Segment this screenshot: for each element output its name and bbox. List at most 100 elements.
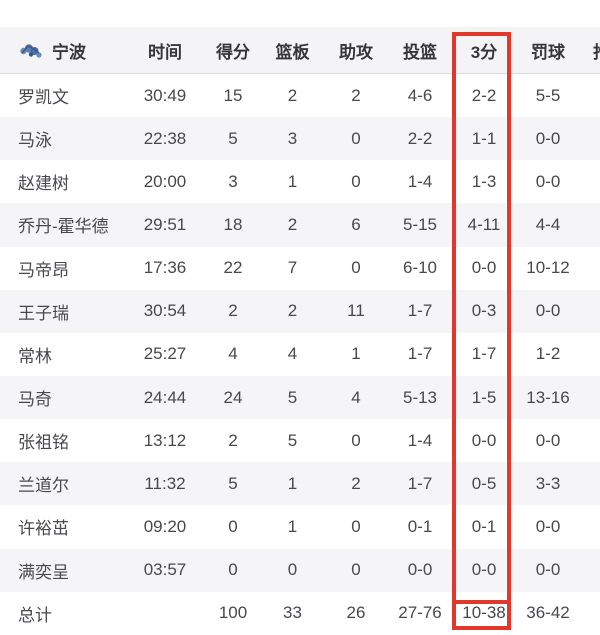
cell-ft: 1-2 bbox=[535, 344, 561, 364]
column-header-assists: 助攻 bbox=[339, 42, 373, 62]
cell-assists: 26 bbox=[346, 603, 366, 623]
player-row[interactable]: 马帝昂 17:36 22 7 0 6-10 0-0 10-12 bbox=[0, 246, 600, 290]
cell-rebounds: 4 bbox=[287, 344, 298, 364]
cell-fg: 1-4 bbox=[407, 171, 433, 191]
cell-three: 0-0 bbox=[471, 560, 497, 580]
player-row[interactable]: 马泳 22:38 5 3 0 2-2 1-1 0-0 bbox=[0, 117, 600, 161]
cell-ft: 3-3 bbox=[535, 473, 561, 493]
cell-assists: 2 bbox=[351, 85, 361, 105]
column-header-three: 3分 bbox=[470, 42, 498, 62]
cell-time: 22:38 bbox=[143, 128, 187, 148]
cell-ft: 0-0 bbox=[535, 560, 561, 580]
cell-points: 5 bbox=[228, 128, 238, 148]
cell-fg: 0-1 bbox=[407, 516, 433, 536]
player-row[interactable]: 马奇 24:44 24 5 4 5-13 1-5 13-16 bbox=[0, 375, 600, 420]
cell-points: 5 bbox=[228, 473, 238, 493]
cell-ft: 0-0 bbox=[535, 430, 561, 450]
cell-three: 1-3 bbox=[471, 171, 497, 191]
player-row[interactable]: 乔丹-霍华德 29:51 18 2 6 5-15 4-11 4-4 bbox=[0, 203, 600, 247]
player-name: 许裕茁 bbox=[18, 519, 69, 539]
cell-ft: 0-0 bbox=[535, 128, 561, 148]
column-header-fg: 投篮 bbox=[403, 42, 437, 62]
cell-time: 13:12 bbox=[143, 430, 187, 450]
cell-points: 15 bbox=[223, 85, 243, 105]
player-name: 满奕呈 bbox=[18, 562, 69, 582]
column-header-ft: 罚球 bbox=[531, 42, 565, 62]
cell-points: 0 bbox=[228, 516, 238, 536]
cell-three: 0-1 bbox=[471, 516, 497, 536]
cell-three: 4-11 bbox=[467, 214, 501, 234]
cell-ft: 13-16 bbox=[526, 387, 570, 407]
team-header-cell: 宁波 bbox=[0, 38, 125, 63]
cell-ft: 0-0 bbox=[535, 171, 561, 191]
cell-fg: 5-15 bbox=[402, 214, 438, 234]
cell-assists: 0 bbox=[351, 171, 361, 191]
cell-points: 2 bbox=[228, 430, 238, 450]
cell-ft: 0-0 bbox=[535, 301, 561, 321]
cell-points: 18 bbox=[223, 214, 243, 234]
stats-table: 宁波 时间得分篮板助攻投篮3分罚球抢断 罗凯文30:4915224-62-25-… bbox=[0, 27, 600, 635]
cell-ft: 0-0 bbox=[535, 516, 561, 536]
cell-assists: 1 bbox=[351, 344, 361, 364]
team-name: 宁波 bbox=[52, 42, 86, 62]
player-row[interactable]: 罗凯文 30:49 15 2 2 4-6 2-2 5-5 bbox=[0, 74, 600, 118]
cell-assists: 4 bbox=[351, 387, 361, 407]
cell-points: 22 bbox=[223, 258, 243, 278]
cell-assists: 0 bbox=[351, 430, 361, 450]
cell-points: 4 bbox=[228, 344, 238, 364]
cell-time: 03:57 bbox=[143, 560, 187, 580]
cell-points: 2 bbox=[228, 301, 238, 321]
player-row[interactable]: 许裕茁 09:20 0 1 0 0-1 0-1 0-0 bbox=[0, 505, 600, 549]
cell-three: 1-7 bbox=[471, 344, 497, 364]
cell-rebounds: 7 bbox=[287, 258, 298, 278]
cell-points: 24 bbox=[223, 387, 243, 407]
player-row[interactable]: 张祖铭 13:12 2 5 0 1-4 0-0 0-0 bbox=[0, 419, 600, 463]
cell-points: 100 bbox=[218, 603, 248, 623]
player-name: 赵建树 bbox=[18, 174, 69, 194]
cell-points: 3 bbox=[228, 171, 238, 191]
cell-rebounds: 1 bbox=[287, 473, 298, 493]
column-header-points: 得分 bbox=[216, 42, 250, 62]
player-name: 马奇 bbox=[18, 390, 52, 410]
cell-rebounds: 2 bbox=[287, 214, 298, 234]
cell-time: 25:27 bbox=[143, 344, 187, 364]
cell-rebounds: 2 bbox=[287, 301, 298, 321]
player-name: 马帝昂 bbox=[18, 260, 69, 280]
cell-fg: 4-6 bbox=[407, 85, 433, 105]
player-row[interactable]: 满奕呈 03:57 0 0 0 0-0 0-0 0-0 bbox=[0, 548, 600, 592]
cell-rebounds: 1 bbox=[287, 516, 298, 536]
player-name: 张祖铭 bbox=[18, 433, 69, 453]
player-name: 罗凯文 bbox=[18, 88, 69, 108]
cell-points: 0 bbox=[228, 560, 238, 580]
cell-rebounds: 5 bbox=[287, 430, 298, 450]
cell-fg: 6-10 bbox=[402, 258, 438, 278]
column-header-time: 时间 bbox=[148, 42, 182, 62]
cell-rebounds: 3 bbox=[287, 128, 298, 148]
cell-assists: 11 bbox=[347, 301, 365, 321]
player-name: 王子瑞 bbox=[18, 303, 69, 323]
cell-fg: 2-2 bbox=[407, 128, 433, 148]
cell-fg: 0-0 bbox=[407, 560, 433, 580]
cell-time: 11:32 bbox=[144, 473, 186, 493]
player-row[interactable]: 常林 25:27 4 4 1 1-7 1-7 1-2 bbox=[0, 332, 600, 376]
cell-rebounds: 33 bbox=[283, 603, 302, 623]
cell-rebounds: 2 bbox=[287, 85, 298, 105]
cell-rebounds: 1 bbox=[287, 171, 298, 191]
cell-three: 0-3 bbox=[471, 301, 497, 321]
player-name: 乔丹-霍华德 bbox=[18, 217, 109, 237]
cell-fg: 27-76 bbox=[398, 603, 442, 623]
cell-assists: 0 bbox=[351, 258, 361, 278]
cell-three: 1-5 bbox=[471, 387, 497, 407]
player-row[interactable]: 兰道尔 11:32 5 1 2 1-7 0-5 3-3 bbox=[0, 462, 600, 506]
cell-fg: 1-7 bbox=[407, 301, 433, 321]
player-row[interactable]: 赵建树 20:00 3 1 0 1-4 1-3 0-0 bbox=[0, 160, 600, 204]
player-row[interactable]: 王子瑞 30:54 2 2 11 1-7 0-3 0-0 bbox=[0, 289, 600, 333]
cell-fg: 1-4 bbox=[407, 430, 433, 450]
cell-three: 2-2 bbox=[471, 85, 497, 105]
cell-fg: 1-7 bbox=[407, 473, 433, 493]
cell-time: 29:51 bbox=[143, 214, 187, 234]
cell-time: 20:00 bbox=[143, 171, 187, 191]
cell-ft: 5-5 bbox=[535, 85, 561, 105]
cell-assists: 0 bbox=[351, 128, 361, 148]
